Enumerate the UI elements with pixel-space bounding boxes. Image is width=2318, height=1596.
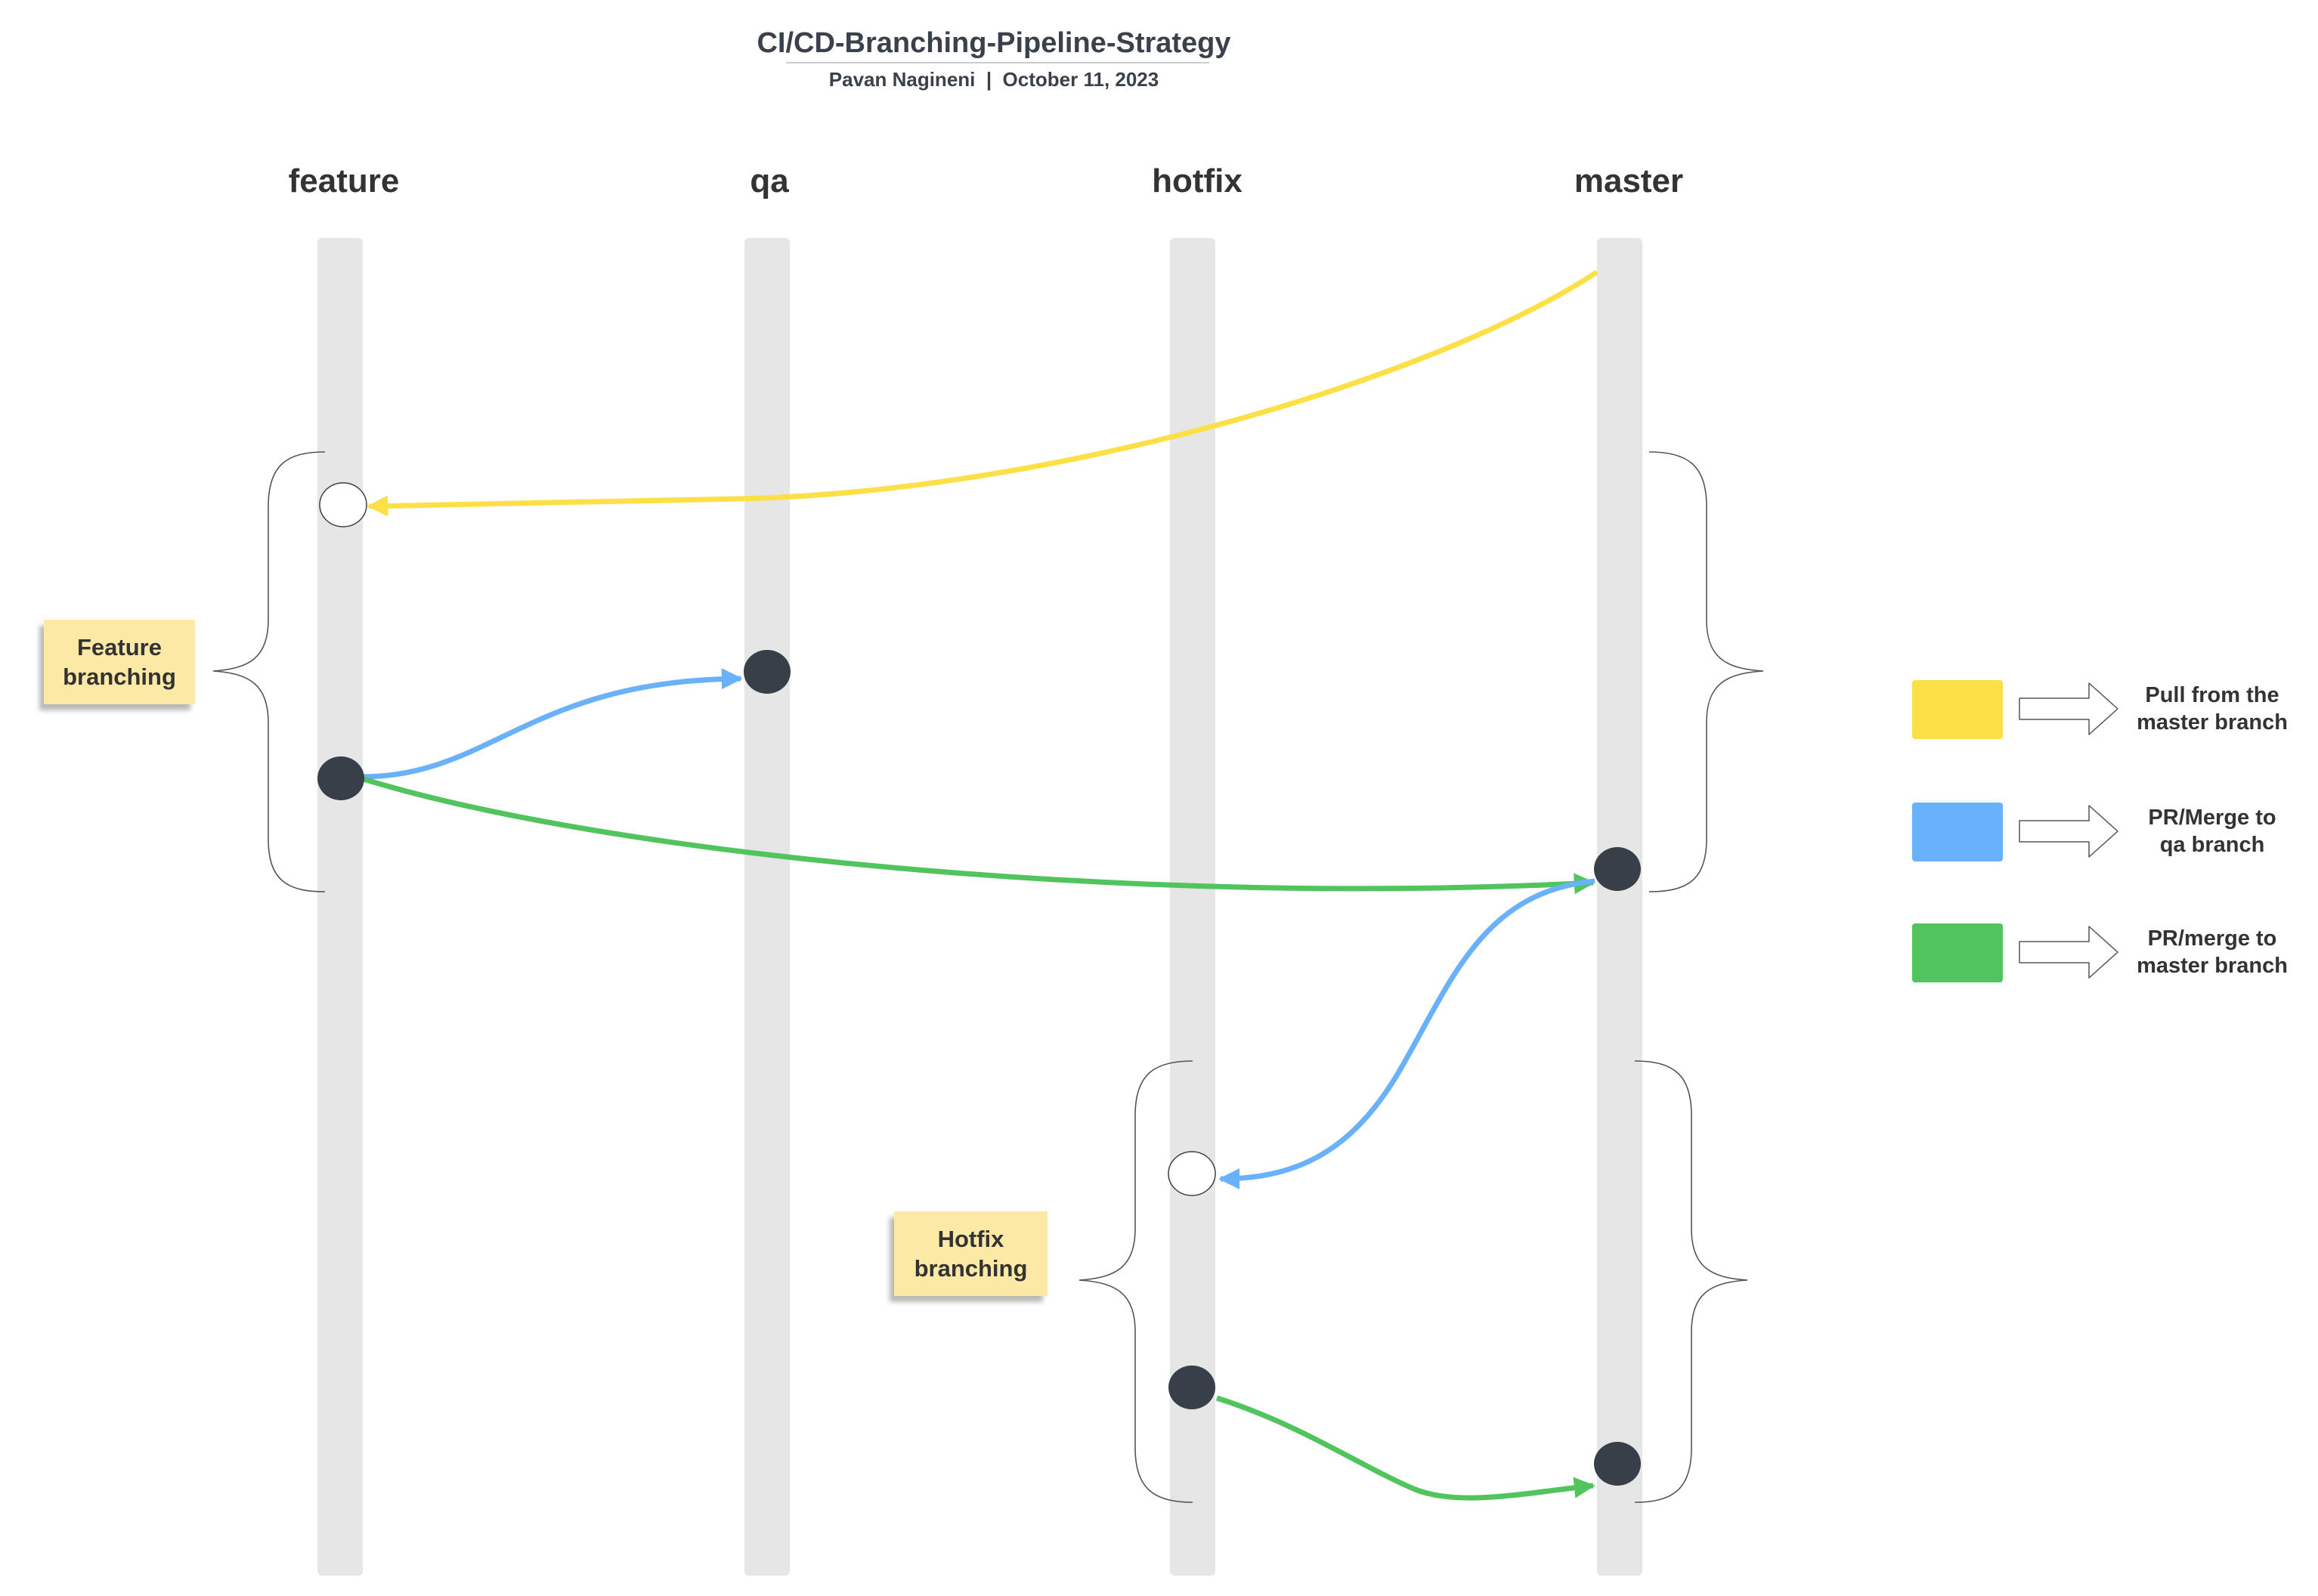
legend-arrow-icon <box>2019 805 2118 858</box>
note-hotfix-branching-text: Hotfix branching <box>914 1226 1028 1282</box>
arrow-feature-to-master <box>360 775 1595 895</box>
brace-hotfix-left <box>1079 1060 1193 1503</box>
arrow-hotfix-to-master <box>1215 1395 1595 1501</box>
commit-master-feature-merge <box>1594 847 1641 891</box>
note-feature-branching-text: Feature branching <box>63 634 176 690</box>
diagram-subtitle: Pavan Nagineni | October 11, 2023 <box>828 68 1159 91</box>
arrow-master-to-hotfix <box>1218 878 1595 1189</box>
arrow-pull-master-to-feature <box>367 270 1598 517</box>
title-underline <box>786 62 1209 63</box>
legend-swatch-pr-master <box>1912 923 2003 982</box>
arrow-feature-to-qa <box>361 668 743 780</box>
brace-hotfix-right <box>1634 1060 1748 1503</box>
brace-feature-right <box>1648 451 1764 892</box>
commit-feature-pull <box>319 482 367 527</box>
legend-swatch-pr-qa <box>1912 803 2003 861</box>
legend-label-pr-master: PR/merge to master branch <box>2137 926 2288 978</box>
branch-label-hotfix: hotfix <box>1152 162 1243 200</box>
commit-feature <box>317 756 364 800</box>
lane-qa <box>744 238 790 1576</box>
commit-hotfix-pull <box>1168 1151 1216 1196</box>
legend-swatch-pull <box>1912 680 2003 739</box>
legend-label-pull: Pull from the master branch <box>2137 683 2288 735</box>
legend-arrow-icon <box>2019 682 2118 735</box>
note-feature-branching: Feature branching <box>44 620 195 704</box>
commit-qa <box>744 650 791 694</box>
lane-master <box>1597 238 1642 1576</box>
diagram-title: CI/CD-Branching-Pipeline-Strategy <box>757 27 1231 59</box>
legend-label-pr-qa: PR/Merge to qa branch <box>2148 806 2276 857</box>
legend-arrow-icon <box>2019 926 2118 979</box>
brace-feature-left <box>212 451 326 892</box>
note-hotfix-branching: Hotfix branching <box>894 1211 1048 1296</box>
commit-hotfix <box>1168 1366 1215 1409</box>
lane-hotfix <box>1170 238 1215 1576</box>
commit-master-hotfix-merge <box>1594 1442 1641 1486</box>
branch-label-qa: qa <box>750 162 789 200</box>
branch-label-master: master <box>1574 162 1684 200</box>
branch-label-feature: feature <box>288 162 400 200</box>
lane-feature <box>317 238 363 1576</box>
